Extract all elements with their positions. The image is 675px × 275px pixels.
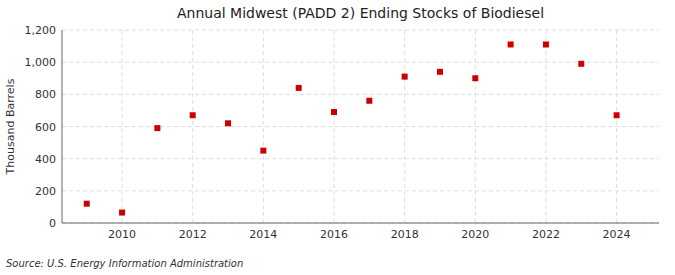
- y-grid-line: [62, 62, 659, 63]
- y-axis-label: Thousand Barrels: [4, 78, 17, 175]
- x-grid-line: [122, 30, 123, 223]
- x-tick-label: 2020: [461, 228, 489, 241]
- x-tick-label: 2012: [179, 228, 207, 241]
- y-tick-label: 200: [35, 185, 56, 198]
- x-tick-labels: 2010 2012 2014 2016 2018 2020 2022 2024: [108, 228, 631, 241]
- x-grid-line: [404, 30, 405, 223]
- point: [260, 148, 266, 154]
- source-note: Source: U.S. Energy Information Administ…: [6, 258, 243, 269]
- point: [119, 210, 125, 216]
- point: [578, 61, 584, 67]
- x-axis-line: [62, 223, 659, 224]
- y-tick-label: 1,000: [25, 56, 57, 69]
- x-tick-label: 2022: [532, 228, 560, 241]
- y-tick-label: 0: [49, 217, 56, 230]
- x-grid-line: [475, 30, 476, 223]
- y-tick-label: 1,200: [25, 24, 57, 37]
- point: [154, 125, 160, 131]
- point: [331, 109, 337, 115]
- x-grid-line: [616, 30, 617, 223]
- points: [84, 41, 620, 215]
- x-grid-line: [334, 30, 335, 223]
- y-grid-line: [62, 126, 659, 127]
- x-tick-label: 2018: [391, 228, 419, 241]
- y-grid-line: [62, 190, 659, 191]
- point: [402, 74, 408, 80]
- x-grid-line: [192, 30, 193, 223]
- chart-container: 2010 2012 2014 2016 2018 2020 2022 2024 0 200 400 6…: [0, 0, 675, 275]
- y-tick-label: 400: [35, 153, 56, 166]
- point: [472, 75, 478, 81]
- point: [614, 112, 620, 118]
- x-grid-line: [545, 30, 546, 223]
- point: [190, 112, 196, 118]
- x-tick-label: 2016: [320, 228, 348, 241]
- point: [437, 69, 443, 75]
- x-tick-label: 2024: [603, 228, 631, 241]
- point: [225, 120, 231, 126]
- chart-title: Annual Midwest (PADD 2) Ending Stocks of…: [177, 5, 544, 21]
- x-tick-label: 2010: [108, 228, 136, 241]
- grid: [62, 30, 659, 223]
- y-tick-label: 600: [35, 121, 56, 134]
- point: [508, 41, 514, 47]
- chart-svg: 2010 2012 2014 2016 2018 2020 2022 2024 0 200 400 6…: [0, 0, 675, 275]
- x-grid-line: [263, 30, 264, 223]
- point: [366, 98, 372, 104]
- y-grid-line: [62, 158, 659, 159]
- y-tick-label: 800: [35, 88, 56, 101]
- y-tick-labels: 0 200 400 600 800 1,000 1,200: [25, 24, 57, 230]
- y-grid-line: [62, 94, 659, 95]
- x-tick-label: 2014: [249, 228, 277, 241]
- y-axis-line: [62, 30, 63, 223]
- point: [84, 201, 90, 207]
- point: [296, 85, 302, 91]
- y-grid-line: [62, 30, 659, 31]
- point: [543, 41, 549, 47]
- y-grid-line: [62, 223, 659, 224]
